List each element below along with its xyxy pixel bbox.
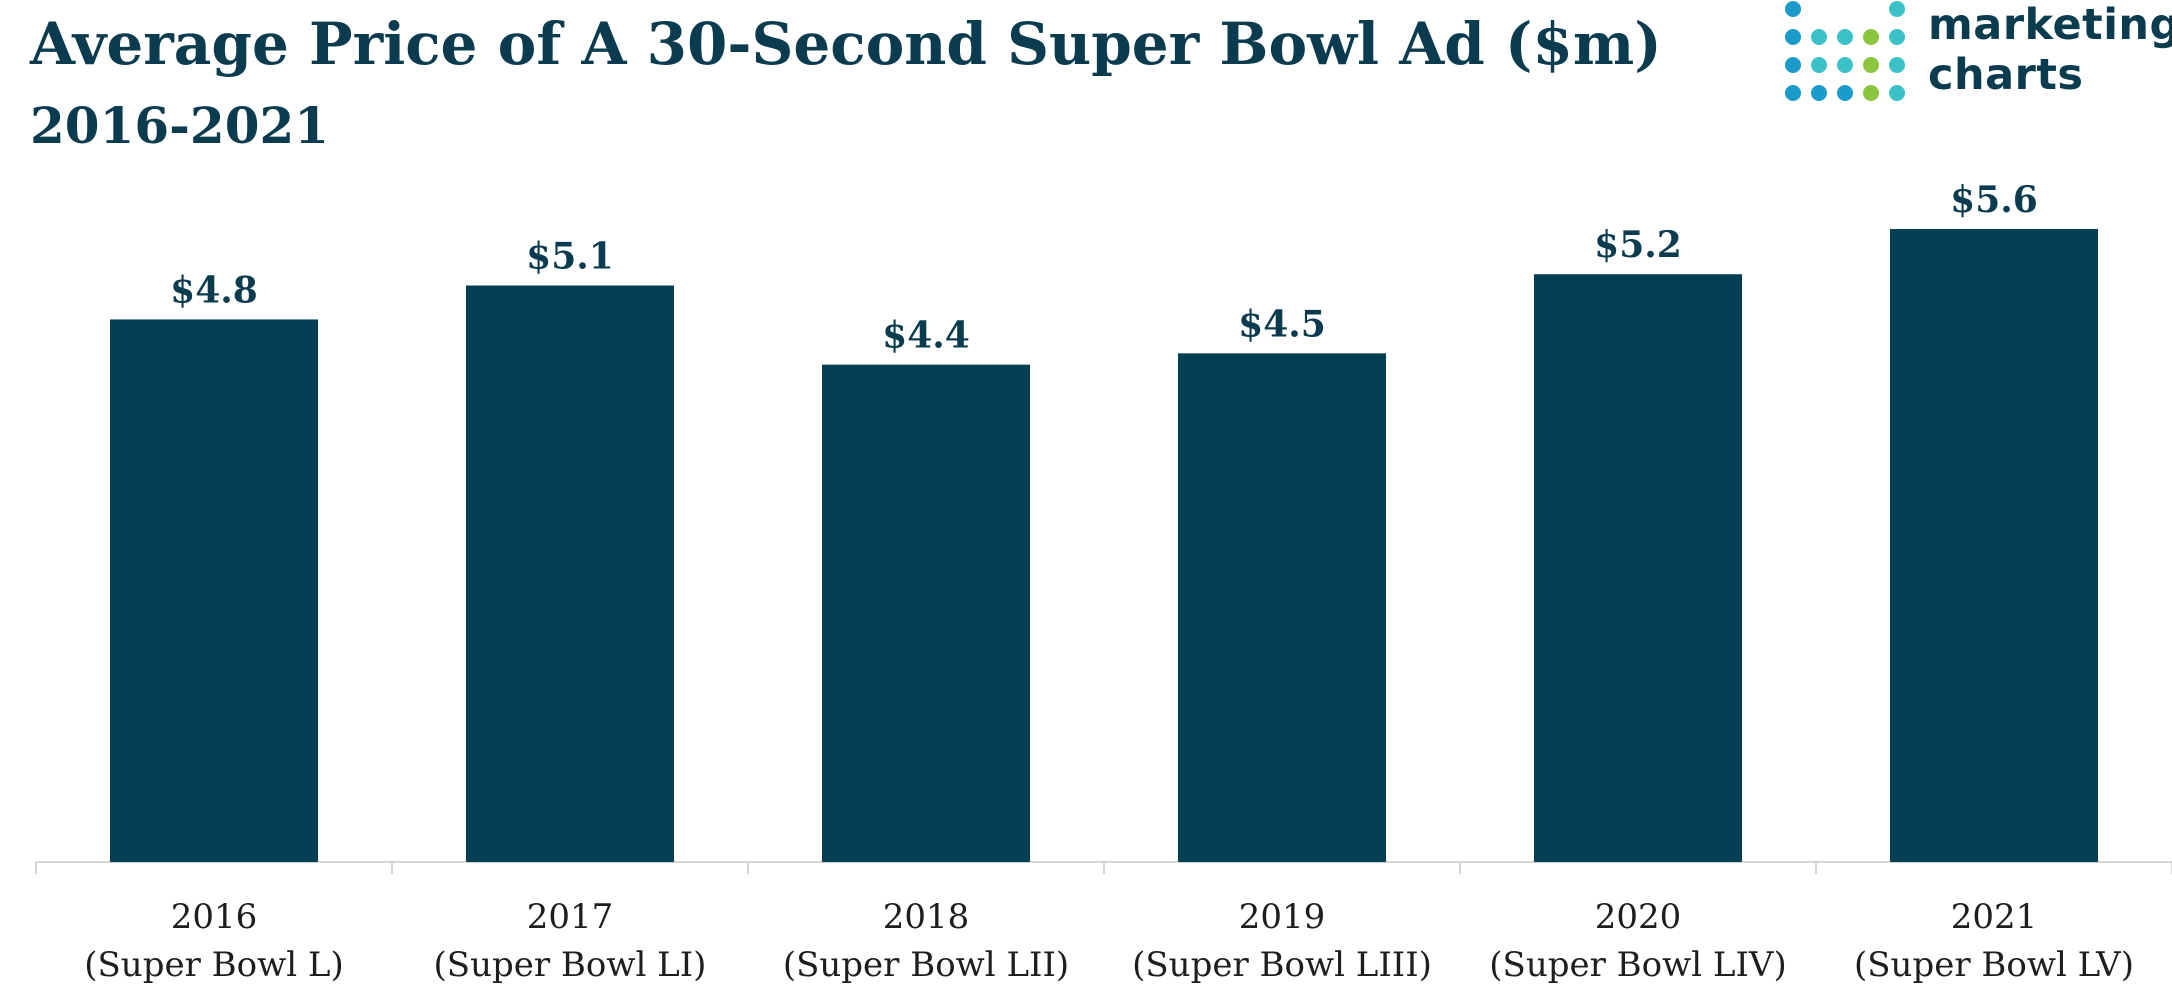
x-tick-label-year: 2016	[171, 897, 258, 937]
x-tick-label-year: 2021	[1951, 897, 2038, 937]
logo-dot	[1811, 57, 1827, 73]
logo-dots-icon	[1785, 1, 1905, 101]
logo-dot	[1837, 57, 1853, 73]
logo-dot	[1863, 29, 1879, 45]
marketingcharts-logo: marketing charts	[1783, 0, 2172, 110]
logo-dot	[1811, 85, 1827, 101]
logo-text: marketing charts	[1928, 0, 2172, 100]
logo-dot	[1785, 85, 1801, 101]
logo-dot	[1837, 29, 1853, 45]
x-tick-label-game: (Super Bowl LIV)	[1489, 945, 1786, 985]
bar	[822, 364, 1030, 862]
bar	[466, 285, 674, 863]
x-tick-label-year: 2018	[883, 897, 970, 937]
logo-text-line2: charts	[1928, 50, 2084, 100]
logo-dot	[1785, 29, 1801, 45]
bar-data-label: $5.1	[526, 236, 614, 278]
chart-title: Average Price of A 30-Second Super Bowl …	[30, 10, 1662, 78]
logo-dot	[1811, 29, 1827, 45]
x-tick-label-game: (Super Bowl LII)	[783, 945, 1069, 985]
chart-subtitle: 2016-2021	[30, 96, 330, 155]
logo-dot	[1863, 57, 1879, 73]
logo-dot	[1889, 1, 1905, 17]
x-tick-label-year: 2020	[1595, 897, 1682, 937]
x-tick-label-year: 2019	[1239, 897, 1326, 937]
bar-data-label: $5.2	[1594, 224, 1682, 266]
bar-data-label: $4.8	[170, 269, 258, 311]
bar-data-label: $5.6	[1950, 179, 2038, 221]
logo-dot	[1889, 85, 1905, 101]
logo-dot	[1785, 57, 1801, 73]
x-tick-label-game: (Super Bowl LI)	[434, 945, 707, 985]
x-tick-label-game: (Super Bowl LIII)	[1132, 945, 1432, 985]
bar-data-label: $4.4	[882, 315, 970, 357]
bar	[110, 319, 318, 862]
x-tick-label-year: 2017	[527, 897, 614, 937]
logo-dot	[1863, 85, 1879, 101]
bar	[1890, 229, 2098, 862]
logo-dot	[1837, 85, 1853, 101]
bar	[1178, 353, 1386, 862]
bar-data-label: $4.5	[1238, 303, 1326, 345]
logo-dot	[1785, 1, 1801, 17]
bar	[1534, 274, 1742, 862]
x-tick-label-game: (Super Bowl LV)	[1854, 945, 2134, 985]
logo-dot	[1889, 57, 1905, 73]
logo-dot	[1889, 29, 1905, 45]
logo-text-line1: marketing	[1928, 0, 2172, 50]
x-tick-label-game: (Super Bowl L)	[84, 945, 343, 985]
